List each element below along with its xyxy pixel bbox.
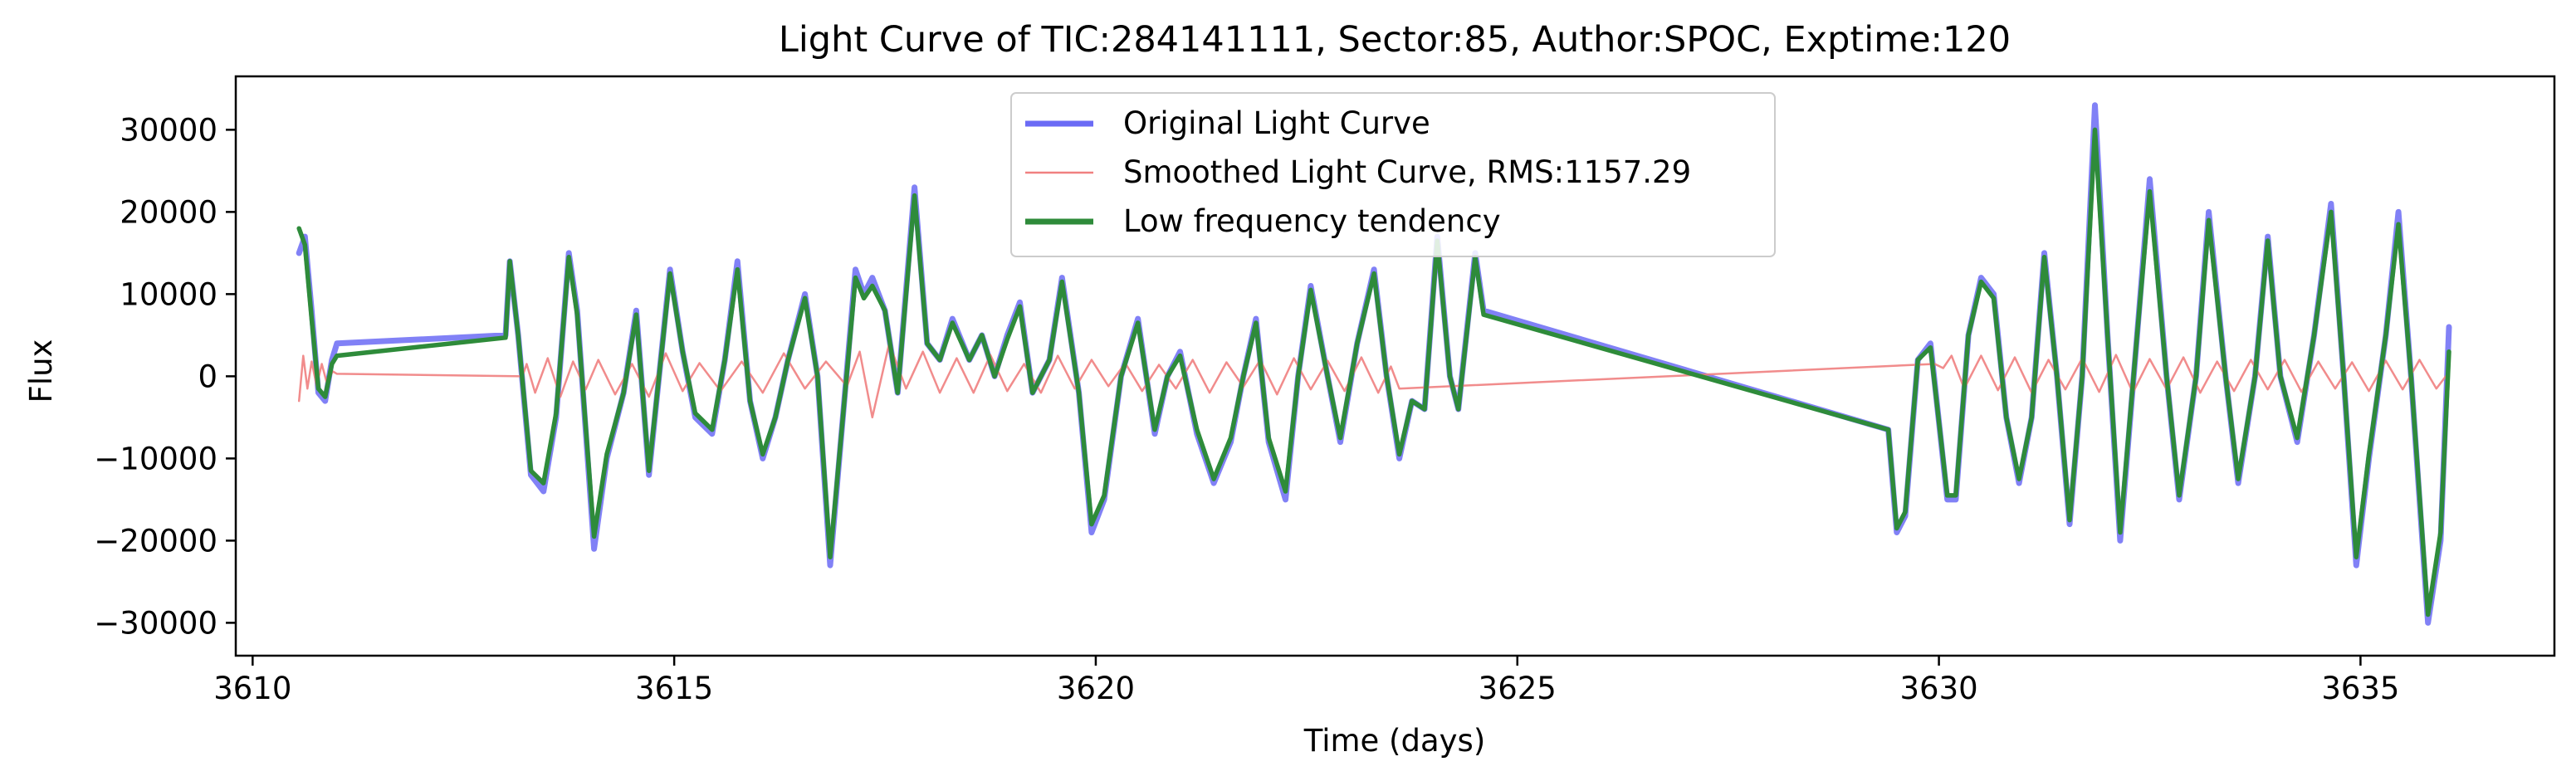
axes-frame	[234, 75, 2556, 657]
y-tick-label: −20000	[94, 523, 218, 559]
x-axis: 3610 3615 3620 3625 3630 3635	[213, 656, 2399, 706]
y-tick-label: 10000	[120, 276, 218, 312]
x-tick-label: 3625	[1479, 671, 1557, 706]
smoothed-light-curve-line	[297, 342, 2451, 419]
legend-box	[1010, 92, 1776, 257]
legend-label-smoothed: Smoothed Light Curve, RMS:1157.29	[1123, 154, 1691, 190]
y-tick-label: −10000	[94, 441, 218, 476]
plot-area	[296, 102, 2452, 626]
chart-title: Light Curve of TIC:284141111, Sector:85,…	[779, 19, 2011, 61]
y-tick-label: 0	[198, 359, 218, 394]
y-tick-label: 20000	[120, 194, 218, 230]
y-axis-label: Flux	[23, 339, 59, 403]
legend-label-original: Original Light Curve	[1123, 105, 1430, 141]
low-frequency-tendency-line	[296, 127, 2451, 617]
x-tick-label: 3635	[2321, 671, 2399, 706]
y-axis: −30000 −20000 −10000 0 10000 20000 30000	[94, 112, 236, 641]
x-axis-label: Time (days)	[1303, 723, 1486, 759]
y-tick-label: 30000	[120, 112, 218, 148]
legend: Original Light Curve Smoothed Light Curv…	[1010, 92, 1776, 257]
y-tick-label: −30000	[94, 605, 218, 641]
legend-label-low-frequency: Low frequency tendency	[1123, 203, 1501, 239]
x-tick-label: 3615	[635, 671, 713, 706]
x-tick-label: 3620	[1057, 671, 1135, 706]
x-tick-label: 3610	[213, 671, 291, 706]
x-tick-label: 3630	[1899, 671, 1977, 706]
